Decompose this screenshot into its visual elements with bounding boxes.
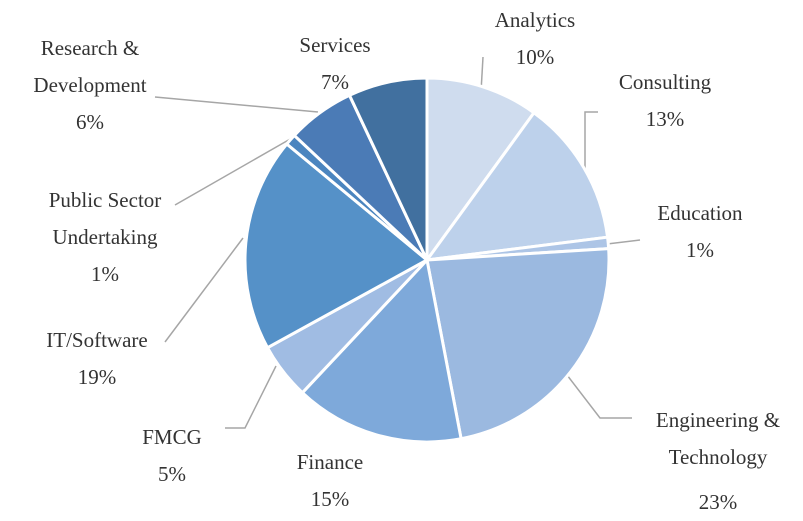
category-name: Public Sector Undertaking	[48, 188, 162, 249]
slice-label: Education 1%	[630, 195, 770, 269]
value-label: 10%	[515, 45, 555, 69]
slice	[425, 76, 536, 262]
category-name: Finance	[296, 450, 364, 474]
leader-line	[606, 239, 641, 245]
slice	[243, 142, 429, 350]
slice-label: IT/Software 19%	[22, 322, 172, 396]
slice-label: Finance 15%	[270, 444, 390, 518]
slice-label: Research & Development 6%	[10, 30, 170, 141]
slice	[348, 76, 429, 262]
leader-line	[174, 137, 293, 206]
leader-line	[584, 111, 598, 170]
slice	[425, 247, 611, 441]
value-label: 23%	[698, 490, 738, 514]
category-name: Consulting	[618, 70, 712, 94]
leader-line	[566, 374, 632, 419]
leader-lines	[154, 56, 641, 429]
category-name: IT/Software	[46, 328, 148, 352]
slice-label: Engineering & Technology 23%	[633, 402, 803, 521]
leader-line	[154, 96, 319, 113]
category-name: Research & Development	[33, 36, 147, 97]
slice	[300, 258, 463, 444]
category-name: Engineering & Technology	[655, 408, 781, 469]
category-name: Services	[299, 33, 371, 57]
value-label: 15%	[310, 487, 350, 511]
category-name: Analytics	[494, 8, 576, 32]
slice	[425, 111, 610, 262]
value-label: 7%	[321, 70, 349, 94]
value-label: 5%	[158, 462, 186, 486]
category-name: FMCG	[142, 425, 202, 449]
leader-line	[225, 365, 277, 429]
slice-label: Analytics 10%	[475, 2, 595, 76]
value-label: 19%	[77, 365, 117, 389]
leader-line	[164, 237, 244, 343]
value-label: 6%	[76, 110, 104, 134]
slice-label: Services 7%	[275, 27, 395, 101]
category-name: Education	[657, 201, 743, 225]
value-label: 1%	[91, 262, 119, 286]
slice-label: FMCG 5%	[122, 419, 222, 493]
slice-label: Public Sector Undertaking 1%	[20, 182, 190, 293]
value-label: 13%	[645, 107, 685, 131]
value-label: 1%	[686, 238, 714, 262]
slice-label: Consulting 13%	[595, 64, 735, 138]
